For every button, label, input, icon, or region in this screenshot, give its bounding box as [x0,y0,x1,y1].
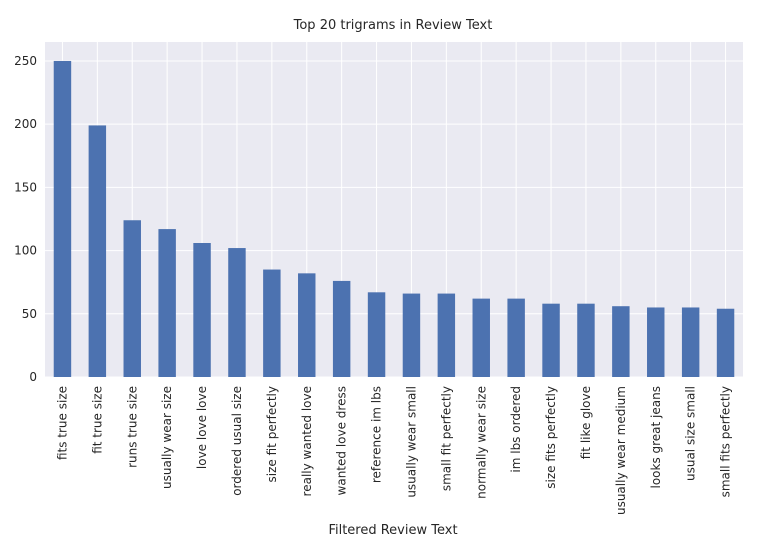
x-tick-label: im lbs ordered [509,386,523,473]
x-tick-label: small fit perfectly [439,386,453,491]
x-tick-label: fits true size [55,386,69,460]
bar [367,292,386,377]
y-tick-label: 100 [14,244,37,258]
bar [402,293,421,377]
x-tick-label: normally wear size [474,386,488,499]
x-tick-label: wanted love dress [335,386,349,495]
x-tick-label: usually wear small [404,386,418,498]
bar [123,220,141,377]
y-tick-label: 50 [22,307,37,321]
bar [577,303,595,377]
plot-area: 0 50 100 150 200 250 fits true size fit true si… [14,42,743,515]
y-tick-label: 250 [14,54,37,68]
bar [681,307,700,377]
bar [472,298,490,377]
chart-title: Top 20 trigrams in Review Text [293,18,493,33]
bar [716,308,735,377]
x-tick-label: really wanted love [300,386,314,496]
bar [53,60,72,377]
x-tick-label: size fit perfectly [265,386,279,482]
x-tick-label: size fits perfectly [544,386,558,489]
x-tick-label: usually wear medium [614,386,628,515]
bar [158,229,176,377]
x-tick-label: reference im lbs [370,386,384,483]
x-tick-label: looks great jeans [649,386,663,489]
bar [193,243,211,377]
bar [612,306,630,377]
bar [647,307,665,377]
x-tick-label: runs true size [125,386,139,468]
x-tick-label: usually wear size [160,386,174,489]
bar [88,125,107,377]
plot-background [45,42,743,377]
y-tick-label: 150 [14,180,37,194]
x-tick-label: usual size small [684,386,698,481]
bar [298,273,316,377]
x-axis-label: Filtered Review Text [328,523,457,538]
bar [437,293,456,377]
x-tick-label: small fits perfectly [719,386,733,497]
x-tick-label: fit true size [90,386,104,454]
x-tick-label: ordered usual size [230,386,244,496]
y-tick-label: 200 [14,117,37,131]
bar [507,298,525,377]
bar [263,269,281,377]
bar [228,248,246,377]
bar [332,280,351,377]
x-tick-label: love love love [195,386,209,469]
bar [542,303,560,377]
y-tick-label: 0 [29,370,37,384]
x-tick-label: fit like glove [579,386,593,459]
